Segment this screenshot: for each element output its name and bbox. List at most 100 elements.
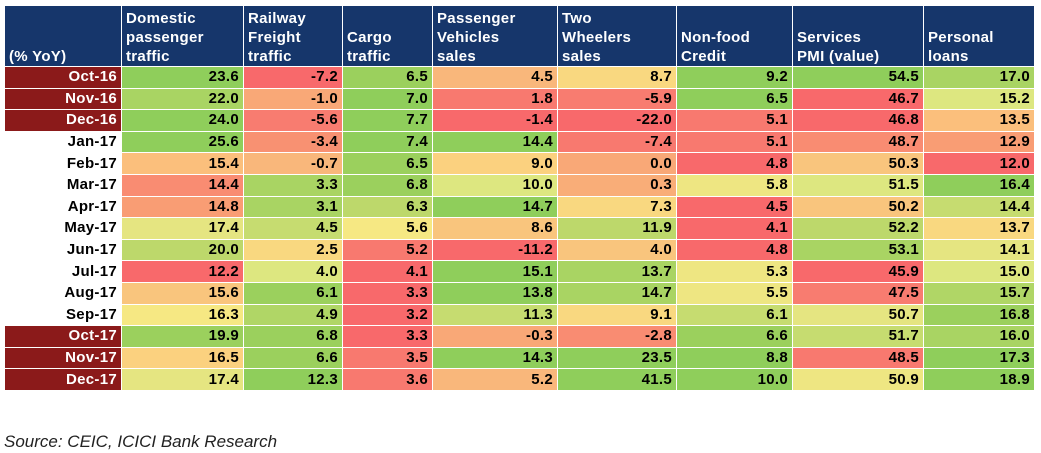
table-row: Jun-17 20.0 2.5 5.2 -11.2 4.0 4.8 53.1 14.1 xyxy=(4,238,1035,262)
data-cell: 4.0 xyxy=(557,238,677,262)
data-cell: 1.8 xyxy=(432,87,558,111)
data-cell: 12.3 xyxy=(243,368,343,391)
table-body: Oct-16 23.6 -7.2 6.5 4.5 8.7 9.2 54.5 17.0 Nov-16… xyxy=(4,66,1035,391)
row-label: Apr-17 xyxy=(4,195,122,219)
data-cell: 12.2 xyxy=(121,260,244,283)
data-cell: 8.7 xyxy=(557,66,677,89)
data-cell: 14.3 xyxy=(432,346,558,370)
data-cell: 6.5 xyxy=(676,87,793,111)
data-cell: 52.2 xyxy=(792,217,924,240)
row-label: Sep-17 xyxy=(4,303,122,327)
data-cell: 17.4 xyxy=(121,217,244,240)
data-cell: 16.5 xyxy=(121,346,244,370)
data-cell: 12.9 xyxy=(923,130,1035,154)
data-cell: -0.7 xyxy=(243,152,343,175)
data-cell: 17.3 xyxy=(923,346,1035,370)
data-cell: 6.5 xyxy=(342,66,433,89)
data-cell: 24.0 xyxy=(121,109,244,132)
table-row: Feb-17 15.4 -0.7 6.5 9.0 0.0 4.8 50.3 12.0 xyxy=(4,152,1035,175)
data-cell: 53.1 xyxy=(792,238,924,262)
row-label: Jan-17 xyxy=(4,130,122,154)
data-cell: 6.1 xyxy=(243,281,343,305)
data-cell: 14.7 xyxy=(557,281,677,305)
data-cell: 14.4 xyxy=(432,130,558,154)
data-cell: 0.0 xyxy=(557,152,677,175)
row-label: Oct-16 xyxy=(4,66,122,89)
data-cell: -11.2 xyxy=(432,238,558,262)
table-row: Oct-17 19.9 6.8 3.3 -0.3 -2.8 6.6 51.7 16.0 xyxy=(4,325,1035,348)
data-cell: 18.9 xyxy=(923,368,1035,391)
data-cell: 6.8 xyxy=(342,173,433,197)
data-cell: 16.4 xyxy=(923,173,1035,197)
table-row: Jul-17 12.2 4.0 4.1 15.1 13.7 5.3 45.9 15.0 xyxy=(4,260,1035,283)
data-cell: 5.1 xyxy=(676,109,793,132)
table-row: Dec-17 17.4 12.3 3.6 5.2 41.5 10.0 50.9 18.9 xyxy=(4,368,1035,391)
data-cell: 3.3 xyxy=(342,325,433,348)
data-cell: 17.4 xyxy=(121,368,244,391)
data-cell: 5.2 xyxy=(342,238,433,262)
data-cell: 2.5 xyxy=(243,238,343,262)
data-cell: 5.8 xyxy=(676,173,793,197)
data-cell: 22.0 xyxy=(121,87,244,111)
table-row: Dec-16 24.0 -5.6 7.7 -1.4 -22.0 5.1 46.8 13.5 xyxy=(4,109,1035,132)
data-cell: 15.0 xyxy=(923,260,1035,283)
data-cell: 5.5 xyxy=(676,281,793,305)
data-cell: 13.5 xyxy=(923,109,1035,132)
column-header: Two Wheelers sales xyxy=(557,5,677,67)
table-row: Oct-16 23.6 -7.2 6.5 4.5 8.7 9.2 54.5 17.0 xyxy=(4,66,1035,89)
data-cell: 54.5 xyxy=(792,66,924,89)
data-cell: 4.8 xyxy=(676,238,793,262)
data-cell: 50.9 xyxy=(792,368,924,391)
data-cell: 16.8 xyxy=(923,303,1035,327)
data-cell: 23.5 xyxy=(557,346,677,370)
row-label: May-17 xyxy=(4,217,122,240)
data-cell: 50.7 xyxy=(792,303,924,327)
data-cell: 3.1 xyxy=(243,195,343,219)
table-row: Jan-17 25.6 -3.4 7.4 14.4 -7.4 5.1 48.7 12.9 xyxy=(4,130,1035,154)
table-row: Nov-17 16.5 6.6 3.5 14.3 23.5 8.8 48.5 17.3 xyxy=(4,346,1035,370)
data-cell: 6.6 xyxy=(243,346,343,370)
data-cell: -5.9 xyxy=(557,87,677,111)
data-cell: 13.7 xyxy=(923,217,1035,240)
data-cell: 14.4 xyxy=(923,195,1035,219)
data-cell: 14.8 xyxy=(121,195,244,219)
row-label: Aug-17 xyxy=(4,281,122,305)
column-header: Passenger Vehicles sales xyxy=(432,5,558,67)
data-cell: -7.2 xyxy=(243,66,343,89)
data-cell: 13.8 xyxy=(432,281,558,305)
table-row: Mar-17 14.4 3.3 6.8 10.0 0.3 5.8 51.5 16.4 xyxy=(4,173,1035,197)
data-cell: 12.0 xyxy=(923,152,1035,175)
data-cell: 16.0 xyxy=(923,325,1035,348)
data-cell: 45.9 xyxy=(792,260,924,283)
data-cell: 3.6 xyxy=(342,368,433,391)
column-header: Non-food Credit xyxy=(676,5,793,67)
table-row: May-17 17.4 4.5 5.6 8.6 11.9 4.1 52.2 13.7 xyxy=(4,217,1035,240)
data-cell: 5.6 xyxy=(342,217,433,240)
data-cell: 10.0 xyxy=(676,368,793,391)
data-cell: 47.5 xyxy=(792,281,924,305)
data-cell: 7.3 xyxy=(557,195,677,219)
data-cell: 13.7 xyxy=(557,260,677,283)
data-cell: 46.7 xyxy=(792,87,924,111)
row-label: Dec-17 xyxy=(4,368,122,391)
column-header: Domestic passenger traffic xyxy=(121,5,244,67)
data-cell: 51.7 xyxy=(792,325,924,348)
row-label: Dec-16 xyxy=(4,109,122,132)
data-cell: 5.2 xyxy=(432,368,558,391)
data-cell: 17.0 xyxy=(923,66,1035,89)
data-cell: 4.8 xyxy=(676,152,793,175)
data-cell: 50.2 xyxy=(792,195,924,219)
data-cell: 20.0 xyxy=(121,238,244,262)
data-cell: 6.1 xyxy=(676,303,793,327)
data-cell: -5.6 xyxy=(243,109,343,132)
data-cell: -2.8 xyxy=(557,325,677,348)
data-cell: 6.5 xyxy=(342,152,433,175)
data-cell: -1.4 xyxy=(432,109,558,132)
data-cell: -1.0 xyxy=(243,87,343,111)
row-label: Mar-17 xyxy=(4,173,122,197)
data-cell: 3.3 xyxy=(342,281,433,305)
data-cell: 23.6 xyxy=(121,66,244,89)
data-cell: 7.0 xyxy=(342,87,433,111)
data-cell: 10.0 xyxy=(432,173,558,197)
column-header: Cargo traffic xyxy=(342,5,433,67)
